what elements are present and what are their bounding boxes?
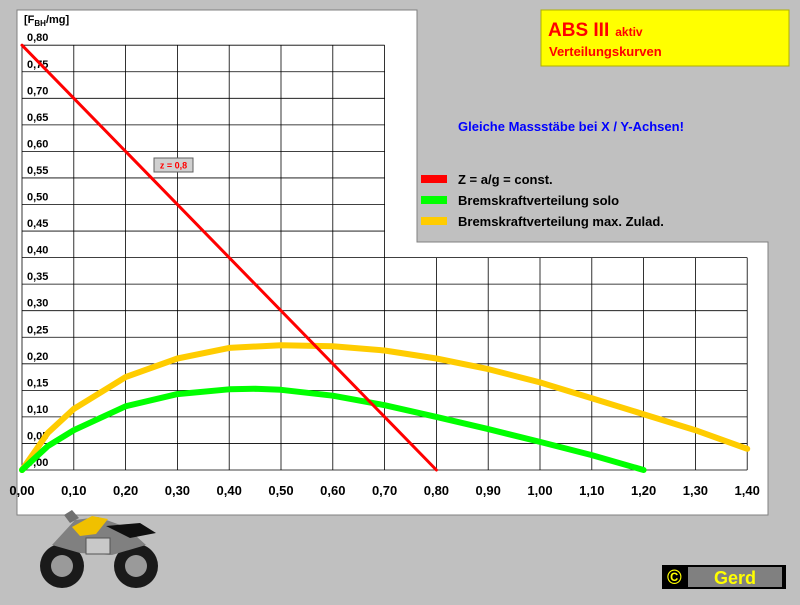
y-tick-label: 0,25 [27,324,48,336]
plot-background [16,9,769,516]
series-line-0 [20,43,438,472]
y-axis-label: [FBH/mg] [24,14,70,28]
y-tick-label: 0,70 [27,85,48,97]
legend-label: Bremskraftverteilung solo [458,193,619,208]
x-tick-label: 0,10 [61,483,86,498]
x-tick-label: 1,20 [631,483,656,498]
y-tick-label: 0,30 [27,298,48,310]
x-tick-label: 0,70 [372,483,397,498]
y-tick-labels: 0,000,050,100,150,200,250,300,350,400,45… [27,32,48,469]
x-tick-label: 0,90 [476,483,501,498]
x-tick-label: 1,00 [527,483,552,498]
series-line-1 [19,385,647,473]
legend-swatch [421,217,447,225]
y-tick-label: 0,20 [27,351,48,363]
annotation-label: z = 0,8 [160,161,187,171]
y-tick-label: 0,65 [27,112,48,124]
title-subtitle: Verteilungskurven [549,44,662,59]
x-tick-label: 0,50 [268,483,293,498]
legend-swatch [421,175,447,183]
series-line-2 [19,342,751,473]
y-tick-label: 0,10 [27,404,48,416]
legend-label: Z = a/g = const. [458,172,553,187]
title-text: ABS III aktiv [548,20,643,41]
copyright-name-box [688,567,782,587]
y-tick-label: 0,60 [27,138,48,150]
y-tick-label: 0,55 [27,165,48,177]
x-tick-label: 1,10 [579,483,604,498]
y-tick-label: 0,45 [27,218,48,230]
y-tick-label: 0,35 [27,271,48,283]
x-tick-label: 0,40 [217,483,242,498]
title-box [540,9,790,67]
y-tick-label: 0,80 [27,32,48,44]
scale-note: Gleiche Massstäbe bei X / Y-Achsen! [458,119,684,134]
x-tick-label: 1,40 [735,483,760,498]
x-tick-label: 0,30 [165,483,190,498]
x-tick-label: 0,00 [9,483,34,498]
motorcycle-illustration [40,510,158,588]
copyright-symbol: © [667,567,682,589]
x-tick-label: 0,80 [424,483,449,498]
x-tick-label: 1,30 [683,483,708,498]
legend-label: Bremskraftverteilung max. Zulad. [458,214,664,229]
series-lines [19,43,751,473]
legend: Z = a/g = const. Bremskraftverteilung sol… [421,172,664,229]
x-tick-labels: 0,00 0,10 0,20 0,30 0,40 0,50 0,60 0,70 0,80 0,90… [9,483,760,498]
x-tick-label: 0,60 [320,483,345,498]
y-tick-label: 0,50 [27,192,48,204]
y-tick-label: 0,15 [27,377,48,389]
legend-swatch [421,196,447,204]
y-tick-label: 0,40 [27,245,48,257]
x-tick-label: 0,20 [113,483,138,498]
copyright-name: Gerd [714,568,756,588]
annotation-box [153,157,194,173]
